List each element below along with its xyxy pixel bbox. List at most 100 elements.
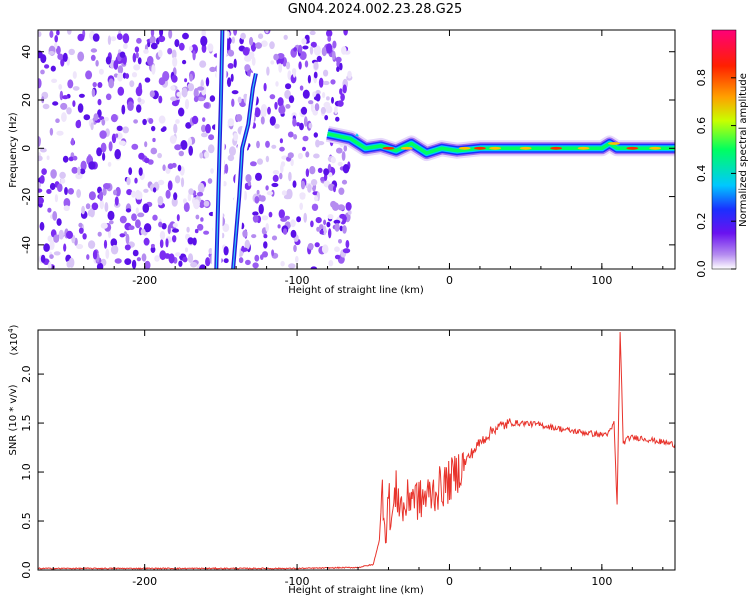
noise-speckle bbox=[64, 187, 68, 195]
noise-speckle bbox=[136, 104, 142, 113]
noise-speckle bbox=[170, 85, 176, 91]
noise-speckle bbox=[46, 155, 50, 161]
noise-speckle bbox=[150, 30, 155, 37]
noise-speckle bbox=[341, 151, 346, 161]
noise-speckle bbox=[136, 257, 141, 262]
noise-speckle bbox=[188, 45, 193, 52]
noise-speckle bbox=[101, 118, 106, 126]
noise-speckle bbox=[184, 247, 189, 253]
band-hotspot bbox=[382, 146, 395, 150]
noise-speckle bbox=[102, 187, 107, 196]
noise-speckle bbox=[303, 116, 308, 127]
noise-speckle bbox=[274, 123, 280, 129]
noise-speckle bbox=[114, 149, 121, 160]
bottom-y-axis-label: SNR (10 * v/v) bbox=[8, 384, 19, 455]
noise-speckle bbox=[126, 189, 133, 196]
x-tick-label: -200 bbox=[132, 575, 157, 588]
noise-speckle bbox=[72, 86, 80, 91]
band-hotspot bbox=[649, 146, 662, 150]
noise-speckle bbox=[315, 93, 321, 102]
noise-speckle bbox=[334, 106, 338, 114]
noise-speckle bbox=[259, 108, 266, 117]
noise-speckle bbox=[280, 260, 285, 267]
noise-speckle bbox=[77, 51, 85, 62]
noise-speckle bbox=[296, 122, 300, 127]
noise-speckle bbox=[245, 174, 252, 183]
noise-speckle bbox=[158, 221, 163, 228]
noise-speckle bbox=[279, 138, 283, 144]
noise-speckle bbox=[321, 244, 329, 254]
noise-speckle bbox=[44, 64, 50, 69]
noise-speckle bbox=[229, 146, 236, 157]
noise-speckle bbox=[274, 101, 278, 110]
noise-speckle bbox=[302, 89, 310, 99]
noise-speckle bbox=[278, 63, 283, 73]
noise-speckle bbox=[283, 194, 291, 200]
noise-speckle bbox=[271, 144, 277, 149]
noise-speckle bbox=[39, 221, 45, 231]
bottom-y-axis: 0.0 0.5 1.0 1.5 2.0 bbox=[20, 365, 675, 579]
noise-speckle bbox=[56, 130, 64, 136]
noise-speckle bbox=[137, 57, 142, 65]
noise-speckle bbox=[159, 230, 166, 240]
noise-speckle bbox=[135, 52, 139, 59]
noise-speckle bbox=[208, 248, 213, 255]
bottom-x-axis: -200 -100 0 100 bbox=[52, 330, 664, 588]
noise-speckle bbox=[144, 157, 150, 164]
noise-speckle bbox=[233, 30, 238, 36]
noise-speckle bbox=[131, 259, 137, 269]
noise-speckle bbox=[49, 30, 54, 38]
noise-speckle bbox=[323, 219, 327, 226]
noise-speckle bbox=[243, 190, 247, 201]
noise-speckle bbox=[53, 251, 61, 256]
noise-speckle bbox=[272, 174, 279, 182]
noise-speckle bbox=[81, 205, 85, 215]
noise-speckle bbox=[182, 256, 188, 263]
noise-speckle bbox=[108, 220, 114, 225]
track-core-0 bbox=[215, 30, 223, 269]
noise-speckle bbox=[131, 190, 136, 198]
noise-speckle bbox=[57, 183, 63, 192]
noise-speckle bbox=[107, 210, 115, 221]
noise-speckle bbox=[233, 132, 239, 142]
noise-speckle bbox=[51, 78, 58, 84]
noise-speckle bbox=[341, 179, 348, 185]
noise-speckle bbox=[127, 101, 134, 111]
noise-speckle bbox=[172, 228, 179, 233]
noise-speckle bbox=[76, 189, 81, 198]
noise-speckle bbox=[231, 36, 235, 44]
noise-speckle bbox=[119, 51, 126, 58]
noise-speckle bbox=[313, 71, 318, 79]
noise-speckle bbox=[288, 263, 296, 269]
noise-speckle bbox=[137, 191, 143, 200]
noise-speckle bbox=[326, 43, 333, 54]
noise-speckle bbox=[200, 217, 204, 222]
noise-speckle bbox=[167, 163, 174, 170]
noise-speckle bbox=[182, 198, 187, 204]
noise-speckle bbox=[290, 219, 296, 228]
noise-speckle bbox=[40, 69, 45, 75]
noise-speckle bbox=[201, 43, 207, 53]
noise-speckle bbox=[311, 203, 319, 211]
noise-speckle bbox=[227, 77, 232, 88]
noise-speckle bbox=[223, 246, 229, 256]
noise-speckle bbox=[320, 106, 326, 115]
noise-speckle bbox=[142, 118, 147, 126]
noise-speckle bbox=[159, 30, 164, 37]
noise-speckle bbox=[180, 177, 185, 188]
noise-speckle bbox=[317, 167, 323, 173]
noise-speckle bbox=[135, 207, 139, 215]
noise-speckle bbox=[227, 63, 234, 69]
noise-speckle bbox=[342, 225, 347, 234]
band-start-marker bbox=[354, 133, 359, 137]
noise-speckle bbox=[38, 188, 43, 193]
noise-speckle bbox=[56, 218, 62, 226]
noise-speckle bbox=[188, 145, 193, 156]
colorbar-tick-label: 0.8 bbox=[695, 69, 708, 87]
noise-speckle bbox=[339, 62, 343, 71]
noise-speckle bbox=[99, 199, 105, 210]
noise-speckle bbox=[55, 118, 60, 123]
noise-speckle bbox=[321, 46, 327, 57]
noise-speckle bbox=[53, 42, 58, 50]
noise-speckle bbox=[310, 220, 314, 228]
